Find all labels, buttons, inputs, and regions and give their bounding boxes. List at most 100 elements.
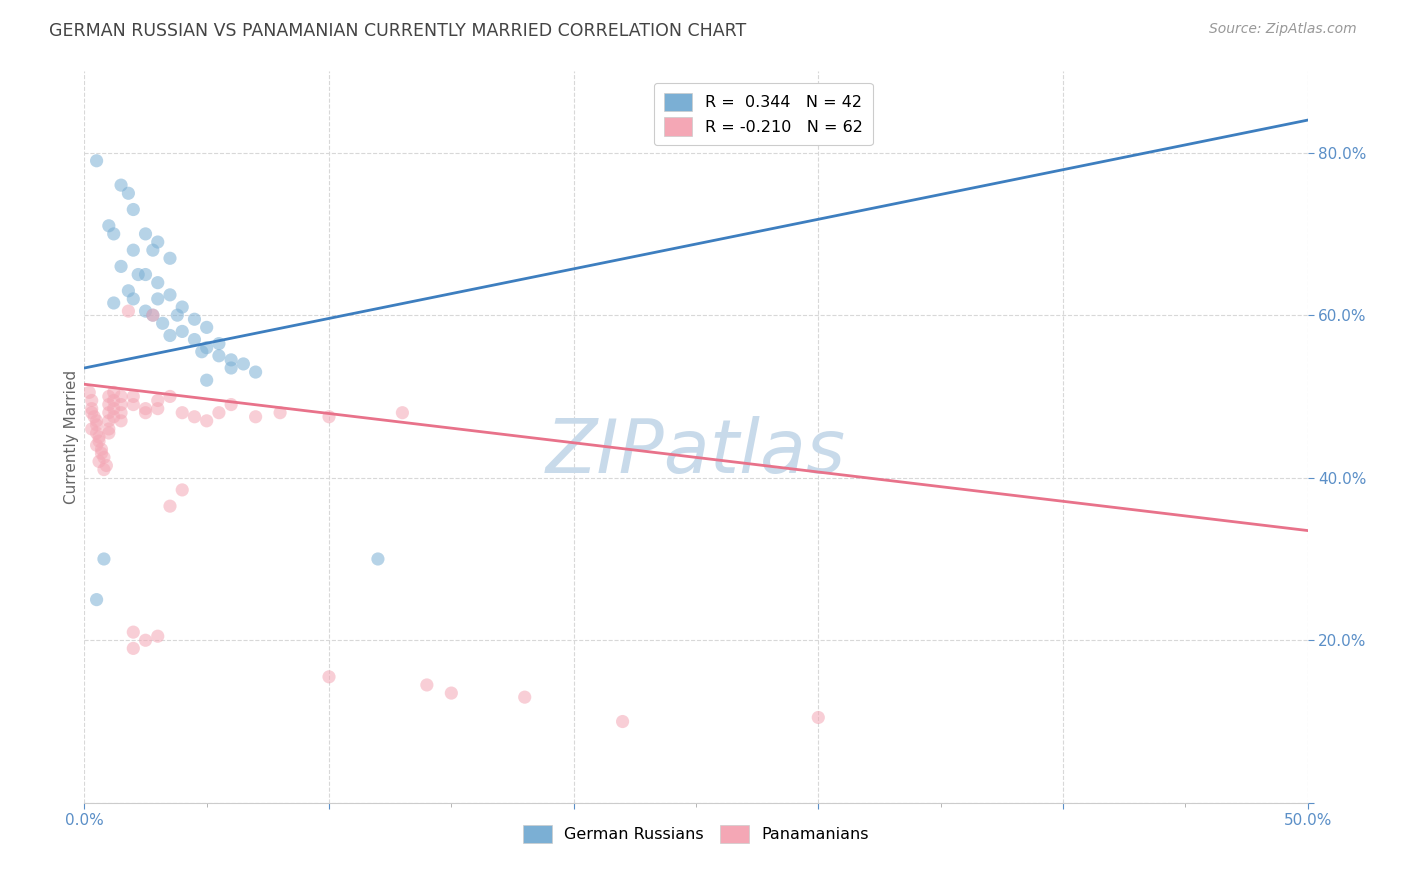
Point <box>183 312 205 326</box>
Point <box>146 276 169 290</box>
Point <box>142 308 165 322</box>
Point <box>146 401 169 416</box>
Point <box>159 288 181 302</box>
Point <box>172 325 194 339</box>
Point <box>142 243 165 257</box>
Point <box>86 153 108 168</box>
Point <box>159 499 181 513</box>
Point <box>166 308 188 322</box>
Point <box>183 409 205 424</box>
Point <box>110 260 132 274</box>
Point <box>110 389 132 403</box>
Point <box>103 401 125 416</box>
Point <box>159 328 181 343</box>
Point <box>103 296 125 310</box>
Point <box>135 401 157 416</box>
Point <box>172 406 194 420</box>
Point <box>122 202 145 217</box>
Point <box>513 690 536 705</box>
Legend: German Russians, Panamanians: German Russians, Panamanians <box>516 819 876 850</box>
Point <box>103 385 125 400</box>
Point <box>97 406 120 420</box>
Point <box>110 398 132 412</box>
Point <box>219 398 242 412</box>
Point <box>159 252 181 266</box>
Text: Source: ZipAtlas.com: Source: ZipAtlas.com <box>1209 22 1357 37</box>
Point <box>127 268 149 282</box>
Point <box>110 414 132 428</box>
Point <box>86 438 108 452</box>
Point <box>122 389 145 403</box>
Point <box>269 406 291 420</box>
Point <box>110 178 132 193</box>
Point <box>135 633 157 648</box>
Point <box>117 304 139 318</box>
Point <box>80 393 103 408</box>
Point <box>122 398 145 412</box>
Point <box>80 422 103 436</box>
Y-axis label: Currently Married: Currently Married <box>63 370 79 504</box>
Point <box>391 406 413 420</box>
Point <box>208 336 231 351</box>
Point <box>440 686 463 700</box>
Point <box>135 304 157 318</box>
Point <box>245 365 267 379</box>
Point <box>159 389 181 403</box>
Point <box>97 219 120 233</box>
Point <box>172 483 194 497</box>
Point <box>183 333 205 347</box>
Point <box>90 442 112 457</box>
Point <box>146 235 169 249</box>
Point <box>80 401 103 416</box>
Point <box>232 357 254 371</box>
Point <box>103 393 125 408</box>
Point <box>219 352 242 367</box>
Point <box>97 398 120 412</box>
Point <box>110 406 132 420</box>
Point <box>135 406 157 420</box>
Point <box>152 316 174 330</box>
Text: GERMAN RUSSIAN VS PANAMANIAN CURRENTLY MARRIED CORRELATION CHART: GERMAN RUSSIAN VS PANAMANIAN CURRENTLY M… <box>49 22 747 40</box>
Point <box>122 641 145 656</box>
Point <box>86 425 108 440</box>
Point <box>87 430 110 444</box>
Point <box>146 629 169 643</box>
Point <box>142 308 165 322</box>
Point <box>416 678 439 692</box>
Point <box>195 320 218 334</box>
Point <box>93 450 115 465</box>
Point <box>367 552 389 566</box>
Point <box>97 414 120 428</box>
Point <box>135 268 157 282</box>
Point <box>146 292 169 306</box>
Point <box>612 714 634 729</box>
Point <box>318 409 340 424</box>
Point <box>87 434 110 449</box>
Point <box>172 300 194 314</box>
Point <box>807 710 830 724</box>
Point <box>208 349 231 363</box>
Point <box>135 227 157 241</box>
Point <box>87 454 110 468</box>
Point <box>191 344 214 359</box>
Point <box>208 406 231 420</box>
Point <box>195 373 218 387</box>
Point <box>103 227 125 241</box>
Point <box>122 292 145 306</box>
Point <box>195 414 218 428</box>
Point <box>97 422 120 436</box>
Point <box>117 284 139 298</box>
Point <box>97 389 120 403</box>
Point <box>103 409 125 424</box>
Point <box>117 186 139 201</box>
Point <box>318 670 340 684</box>
Point <box>122 243 145 257</box>
Point <box>93 552 115 566</box>
Point <box>86 414 108 428</box>
Point <box>96 458 118 473</box>
Point <box>122 625 145 640</box>
Point <box>83 409 105 424</box>
Text: ZIPatlas: ZIPatlas <box>546 416 846 488</box>
Point <box>245 409 267 424</box>
Point <box>77 385 100 400</box>
